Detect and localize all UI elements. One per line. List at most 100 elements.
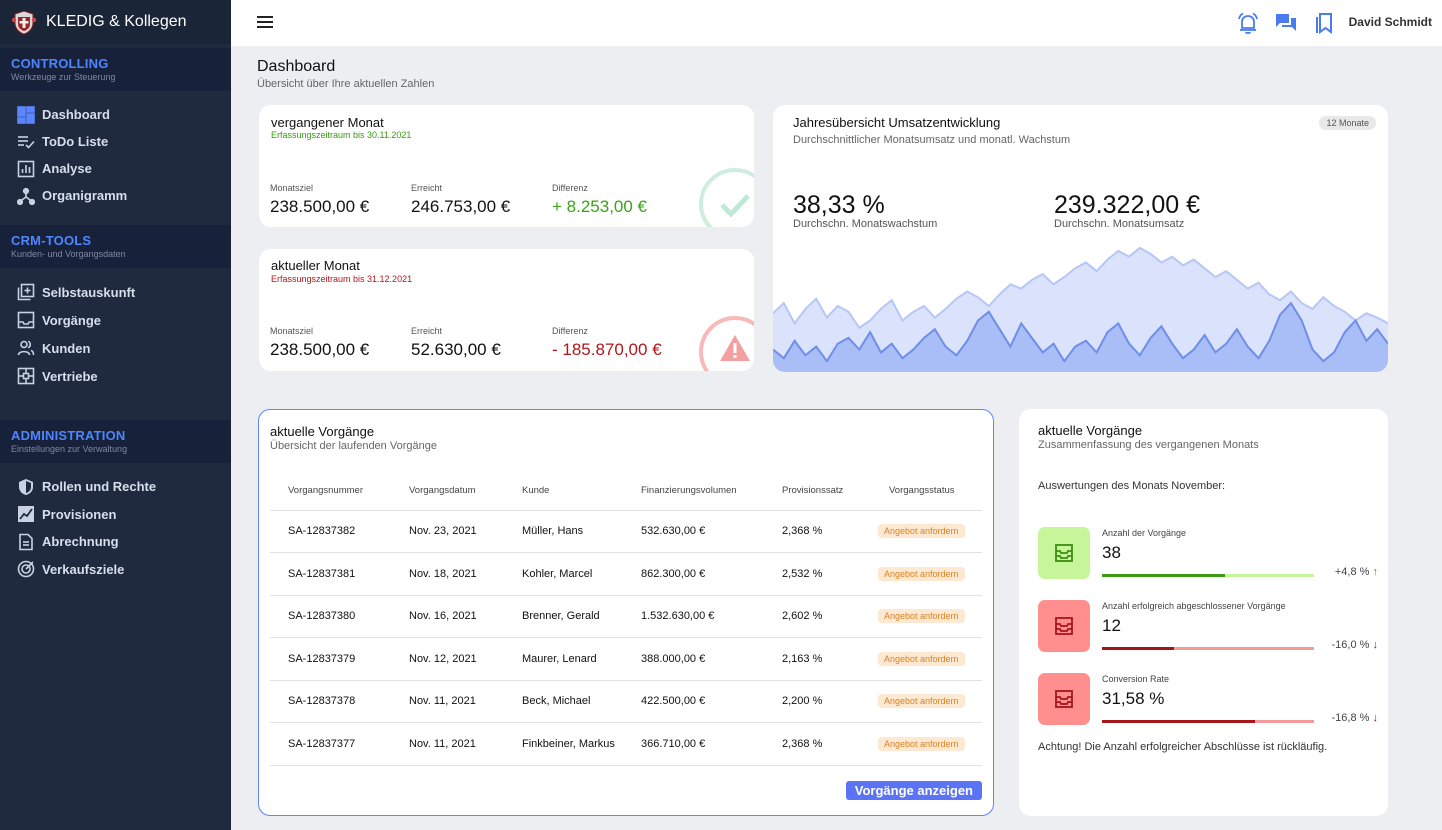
table-header-row: Vorgangsnummer Vorgangsdatum Kunde Finan…: [270, 472, 982, 511]
period-label: Erfassungszeitraum bis 30.11.2021: [271, 130, 412, 140]
sidebar-item-selbstauskunft[interactable]: Selbstauskunft: [0, 278, 231, 306]
alarm-icon[interactable]: [1236, 11, 1260, 35]
status-badge[interactable]: Angebot anfordern: [878, 566, 965, 581]
arrow-down-icon: ↓: [1372, 712, 1379, 724]
sidebar-item-vertriebe[interactable]: Vertriebe: [0, 362, 231, 390]
kpi-reached: Erreicht 52.630,00 €: [411, 326, 501, 360]
table-row[interactable]: SA-12837378 Nov. 11, 2021 Beck, Michael …: [270, 680, 982, 723]
cell-customer: Müller, Hans: [504, 510, 623, 553]
column-header[interactable]: Finanzierungsvolumen: [623, 472, 764, 511]
sidebar-item-label: Abrechnung: [42, 534, 119, 550]
annual-overview-card: Jahresübersicht Umsatzentwicklung Durchs…: [773, 105, 1388, 372]
card-title: vergangener Monat: [271, 115, 384, 130]
evaluation-heading: Auswertungen des Monats November:: [1038, 480, 1226, 492]
cell-number: SA-12837377: [270, 722, 391, 766]
show-processes-button[interactable]: Vorgänge anzeigen: [845, 781, 982, 800]
kpi-value: 246.753,00 €: [411, 197, 511, 216]
inbox-stack-icon: [1055, 544, 1073, 562]
stat-progress-fill: [1102, 574, 1225, 577]
kpi-label: Monatsziel: [270, 183, 314, 193]
cell-commission: 2,368 %: [764, 722, 871, 766]
column-header[interactable]: Vorgangsnummer: [270, 472, 391, 511]
stat-delta: -16,0 % ↓: [1332, 639, 1378, 651]
stat-label: Anzahl der Vorgänge: [1102, 528, 1187, 538]
summary-card: aktuelle Vorgänge Zusammenfassung des ve…: [1019, 409, 1388, 816]
sidebar-item-label: Vertriebe: [42, 368, 98, 384]
sidebar-item-rollen[interactable]: Rollen und Rechte: [0, 473, 231, 501]
cell-customer: Kohler, Marcel: [504, 552, 623, 596]
page-title: Dashboard: [257, 58, 336, 75]
sidebar-item-verkaufsziele[interactable]: Verkaufsziele: [0, 556, 231, 584]
section-subtitle: Werkzeuge zur Steuerung: [11, 72, 116, 82]
section-subtitle: Einstellungen zur Verwaltung: [11, 444, 128, 454]
period-label: Erfassungszeitraum bis 31.12.2021: [271, 274, 413, 284]
kpi-card-previous-month: vergangener Monat Erfassungszeitraum bis…: [259, 105, 754, 227]
cell-number: SA-12837379: [270, 637, 391, 681]
kpi-target: Monatsziel 238.500,00 €: [270, 326, 369, 360]
sidebar-item-vorgaenge[interactable]: Vorgänge: [0, 306, 231, 334]
table-row[interactable]: SA-12837381 Nov. 18, 2021 Kohler, Marcel…: [270, 552, 982, 596]
sidebar-item-todo[interactable]: ToDo Liste: [0, 128, 231, 155]
stat-delta: -16,8 % ↓: [1332, 712, 1378, 724]
kpi-label: Erreicht: [411, 183, 443, 193]
delta-value: -16,8 %: [1331, 712, 1370, 724]
cell-commission: 2,368 %: [764, 510, 871, 553]
bookmarks-icon[interactable]: [1312, 11, 1336, 35]
sidebar-item-provisionen[interactable]: Provisionen: [0, 501, 231, 529]
cell-commission: 2,200 %: [764, 680, 871, 723]
column-header[interactable]: Vorgangsstatus: [871, 472, 982, 511]
sidebar-item-analyse[interactable]: Analyse: [0, 155, 231, 182]
check-circle-icon: [699, 168, 754, 227]
table-row[interactable]: SA-12837382 Nov. 23, 2021 Müller, Hans 5…: [270, 510, 982, 553]
cell-date: Nov. 11, 2021: [391, 680, 504, 723]
sidebar-item-dashboard[interactable]: Dashboard: [0, 101, 231, 128]
menu-toggle-icon[interactable]: [257, 16, 273, 28]
cell-commission: 2,532 %: [764, 552, 871, 596]
status-badge[interactable]: Angebot anfordern: [878, 736, 965, 751]
status-badge[interactable]: Angebot anfordern: [878, 651, 965, 666]
sidebar-item-kunden[interactable]: Kunden: [0, 334, 231, 362]
metric-value: 38,33 %: [793, 191, 885, 219]
stat-closed-count: Anzahl erfolgreich abgeschlossener Vorgä…: [1038, 600, 1378, 654]
sidebar-item-label: Dashboard: [42, 107, 110, 122]
brand[interactable]: KLEDIG & Kollegen: [0, 0, 231, 44]
cell-volume: 366.710,00 €: [623, 722, 764, 766]
cell-volume: 422.500,00 €: [623, 680, 764, 723]
sidebar-item-label: ToDo Liste: [42, 134, 109, 149]
sidebar-item-label: Kunden: [42, 340, 91, 356]
cell-number: SA-12837382: [270, 510, 391, 553]
cell-date: Nov. 23, 2021: [391, 510, 504, 553]
series-line-1: [773, 301, 1388, 363]
column-header[interactable]: Provisionssatz: [764, 472, 871, 511]
table-row[interactable]: SA-12837380 Nov. 16, 2021 Brenner, Geral…: [270, 595, 982, 638]
kpi-label: Differenz: [552, 326, 588, 336]
status-badge[interactable]: Angebot anfordern: [878, 609, 965, 624]
user-name[interactable]: David Schmidt: [1348, 15, 1432, 29]
revenue-area-chart: [773, 246, 1388, 372]
table-row[interactable]: SA-12837379 Nov. 12, 2021 Maurer, Lenard…: [270, 637, 982, 681]
stat-icon-box: [1038, 527, 1090, 579]
cell-customer: Maurer, Lenard: [504, 637, 623, 681]
sidebar-item-organigramm[interactable]: Organigramm: [0, 182, 231, 209]
cell-date: Nov. 16, 2021: [391, 595, 504, 638]
delta-value: +4,8 %: [1334, 566, 1370, 578]
inbox-icon: [17, 311, 35, 329]
period-badge[interactable]: 12 Monate: [1319, 116, 1376, 130]
card-title: aktuelle Vorgänge: [1038, 423, 1143, 438]
column-header[interactable]: Kunde: [504, 472, 623, 511]
status-badge[interactable]: Angebot anfordern: [878, 694, 965, 709]
sidebar-item-label: Organigramm: [42, 188, 128, 203]
sidebar-item-abrechnung[interactable]: Abrechnung: [0, 528, 231, 556]
inbox-stack-icon: [1055, 690, 1073, 708]
kpi-label: Monatsziel: [270, 326, 314, 336]
delta-value: -16,0 %: [1331, 639, 1370, 651]
chat-icon[interactable]: [1274, 11, 1298, 35]
column-header[interactable]: Vorgangsdatum: [391, 472, 504, 511]
status-badge[interactable]: Angebot anfordern: [878, 524, 965, 539]
inbox-stack-icon: [1055, 617, 1073, 635]
cell-number: SA-12837381: [270, 552, 391, 596]
coat-of-arms-logo: [11, 10, 37, 35]
network-icon: [17, 367, 35, 385]
kpi-label: Differenz: [552, 183, 588, 193]
table-row[interactable]: SA-12837377 Nov. 11, 2021 Finkbeiner, Ma…: [270, 722, 982, 766]
